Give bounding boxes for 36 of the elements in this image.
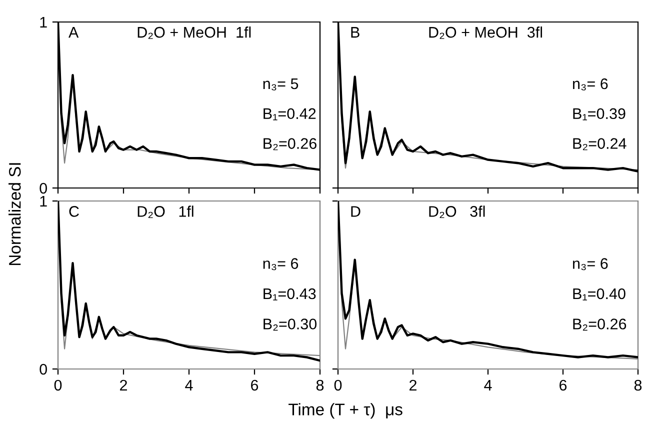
x-tick-label: 0 [334,380,342,391]
annotation: n₃= 6 [573,78,608,90]
x-tick-label: 8 [316,380,324,391]
annotation: B₂=0.26 [573,318,626,331]
annotation: B₂=0.26 [264,138,316,150]
annotation: n₃= 6 [573,258,608,270]
y-tick-label: 1 [40,196,47,207]
annotation: n₃= 6 [263,258,298,270]
annotation: B₁=0.39 [573,108,626,120]
x-tick-label: 6 [251,380,258,391]
chart-title: D₂O 3fl [429,206,485,218]
y-tick-label: 0 [40,182,47,194]
annotation: B₁=0.40 [573,288,626,300]
annotation: A [68,27,79,38]
chart-title: D₂O + MeOH 1fl [138,26,251,39]
x-tick-label: 0 [54,380,62,391]
x-tick-label: 2 [120,380,127,390]
x-axis-title: Time (T + τ) μs [288,403,402,419]
y-tick-label: 0 [40,364,47,375]
annotation: D [351,206,360,217]
x-tick-label: 6 [560,380,567,391]
annotation: B [351,27,360,38]
annotation: B₁=0.43 [264,288,316,300]
annotation: B₂=0.24 [573,138,626,150]
x-tick-label: 4 [185,380,193,390]
y-axis-title: Normalized SI [8,163,21,265]
y-tick-label: 1 [40,17,47,28]
annotation: C [69,206,79,217]
chart-title: D₂O 1fl [138,206,194,218]
chart-title: D₂O + MeOH 3fl [429,26,542,39]
x-tick-label: 8 [634,380,642,391]
annotation: B₂=0.30 [264,318,317,331]
x-tick-label: 4 [484,380,492,390]
annotation: n₃= 5 [263,78,298,90]
x-tick-label: 2 [410,380,416,390]
annotation: B₁=0.42 [264,108,316,120]
